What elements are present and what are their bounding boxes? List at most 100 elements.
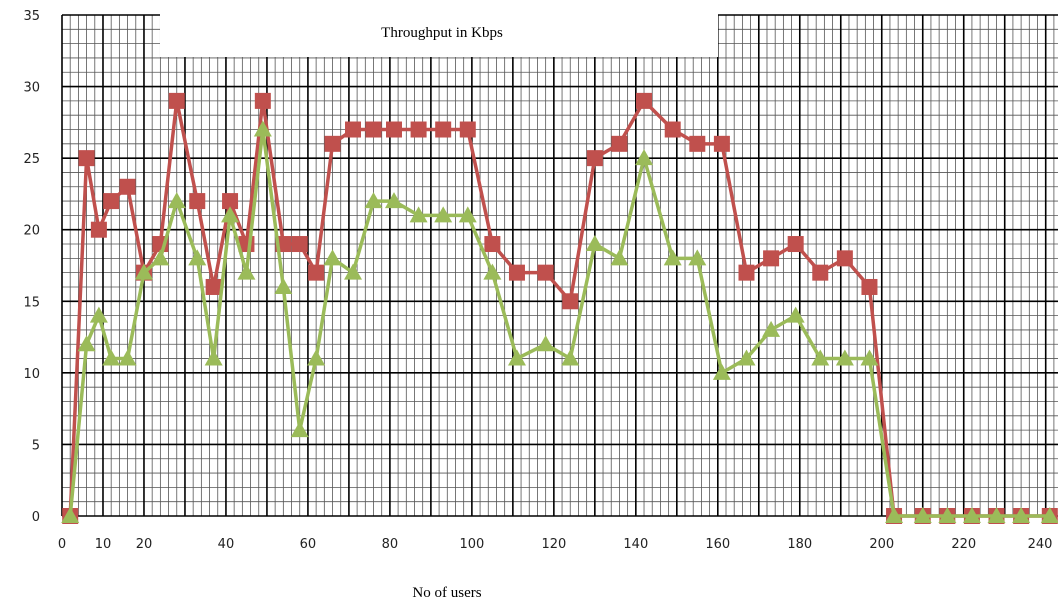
series-2-point bbox=[1040, 507, 1058, 523]
series-2-point bbox=[913, 507, 932, 523]
x-tick-label: 200 bbox=[869, 537, 894, 552]
chart-title: Throughput in Kbps bbox=[381, 25, 503, 41]
series-2-point bbox=[102, 349, 121, 366]
series-1-point bbox=[812, 264, 829, 281]
series-1-point bbox=[119, 178, 136, 195]
series-1-point bbox=[611, 135, 628, 152]
series-1-point bbox=[586, 150, 603, 167]
series-1-point bbox=[103, 193, 120, 210]
x-tick-label: 120 bbox=[541, 537, 566, 552]
series-1-point bbox=[537, 264, 554, 281]
series-1-point bbox=[78, 150, 95, 167]
series-2-point bbox=[274, 277, 293, 294]
series-2-point bbox=[151, 249, 170, 266]
series-1-point bbox=[291, 236, 308, 253]
series-2-point bbox=[458, 206, 477, 223]
series-2-point bbox=[134, 263, 153, 280]
series-line-1 bbox=[68, 99, 1050, 518]
series-1-point bbox=[689, 135, 706, 152]
y-tick-label: 10 bbox=[23, 367, 40, 382]
major-gridlines bbox=[61, 14, 1058, 517]
x-tick-label: 160 bbox=[705, 537, 730, 552]
x-tick-label: 10 bbox=[95, 537, 112, 552]
series-2-point bbox=[483, 263, 502, 280]
y-tick-label: 25 bbox=[23, 152, 40, 167]
series-1-point bbox=[508, 264, 525, 281]
chart-title-box bbox=[160, 14, 718, 57]
series-1-point bbox=[738, 264, 755, 281]
series-2-point bbox=[253, 120, 272, 137]
series-1-point bbox=[222, 193, 239, 210]
series-2-point bbox=[811, 349, 830, 366]
series-1-point bbox=[189, 193, 206, 210]
series-2-point bbox=[188, 249, 207, 266]
series-1-point bbox=[836, 250, 853, 267]
series-layer bbox=[61, 92, 1058, 524]
series-2-point bbox=[938, 507, 957, 523]
series-2-point bbox=[860, 349, 879, 366]
series-1-point bbox=[713, 135, 730, 152]
series-2-point bbox=[204, 349, 223, 366]
y-tick-label: 5 bbox=[32, 438, 40, 453]
series-1-point bbox=[365, 121, 382, 138]
x-axis-label: No of users bbox=[412, 585, 481, 601]
x-tick-label: 220 bbox=[951, 537, 976, 552]
series-2-point bbox=[585, 235, 604, 252]
series-2-point bbox=[118, 349, 137, 366]
series-2-point bbox=[1012, 507, 1031, 523]
series-2-point bbox=[987, 507, 1006, 523]
series-2-point bbox=[221, 206, 240, 223]
x-tick-label: 180 bbox=[787, 537, 812, 552]
series-2-point bbox=[61, 507, 80, 523]
series-1-point bbox=[168, 92, 185, 109]
x-tick-label: 240 bbox=[1028, 537, 1053, 552]
x-tick-label: 20 bbox=[136, 537, 153, 552]
x-tick-label: 100 bbox=[459, 537, 484, 552]
series-1-point bbox=[345, 121, 362, 138]
series-2-point bbox=[307, 349, 326, 366]
series-1-point bbox=[787, 236, 804, 253]
y-tick-label: 35 bbox=[23, 9, 40, 24]
y-tick-label: 30 bbox=[23, 81, 40, 96]
series-1-point bbox=[386, 121, 402, 138]
series-line-2 bbox=[68, 127, 1050, 518]
series-1-point bbox=[664, 121, 681, 138]
series-1-point bbox=[484, 236, 501, 253]
series-2-point bbox=[77, 335, 96, 352]
series-2-point bbox=[507, 349, 526, 366]
series-2-point bbox=[237, 263, 256, 280]
series-2-point bbox=[663, 249, 682, 266]
x-tick-label: 80 bbox=[382, 537, 399, 552]
series-1-point bbox=[562, 293, 579, 310]
series-2-point bbox=[167, 192, 186, 209]
y-tick-labels: 0 5 10 15 20 25 30 35 bbox=[23, 9, 40, 525]
series-2-point bbox=[536, 335, 555, 352]
series-2-point bbox=[786, 306, 805, 323]
y-tick-label: 0 bbox=[32, 510, 40, 525]
series-2-point bbox=[89, 306, 108, 323]
series-2-point bbox=[434, 206, 453, 223]
series-2-point bbox=[688, 249, 707, 266]
series-2-point bbox=[712, 363, 731, 380]
series-2-point bbox=[290, 421, 309, 438]
x-tick-label: 0 bbox=[58, 537, 66, 552]
series-1-point bbox=[636, 92, 653, 109]
series-2-point bbox=[762, 320, 781, 337]
x-tick-label: 40 bbox=[218, 537, 235, 552]
series-2-point bbox=[885, 507, 904, 523]
series-2-point bbox=[561, 349, 580, 366]
series-2-point bbox=[364, 192, 383, 209]
x-tick-label: 140 bbox=[623, 537, 648, 552]
series-2-point bbox=[610, 249, 629, 266]
series-2-point bbox=[409, 206, 428, 223]
series-1-point bbox=[90, 221, 107, 238]
x-tick-labels: 0 10 20 40 60 80 100 120 140 160 180 200 220 240 bbox=[58, 537, 1053, 552]
series-1-point bbox=[410, 121, 427, 138]
series-2-point bbox=[962, 507, 981, 523]
series-1-point bbox=[205, 278, 222, 295]
series-1-point bbox=[459, 121, 476, 138]
series-1-point bbox=[254, 92, 271, 109]
series-2-point bbox=[344, 263, 363, 280]
minor-gridlines bbox=[62, 15, 1058, 516]
